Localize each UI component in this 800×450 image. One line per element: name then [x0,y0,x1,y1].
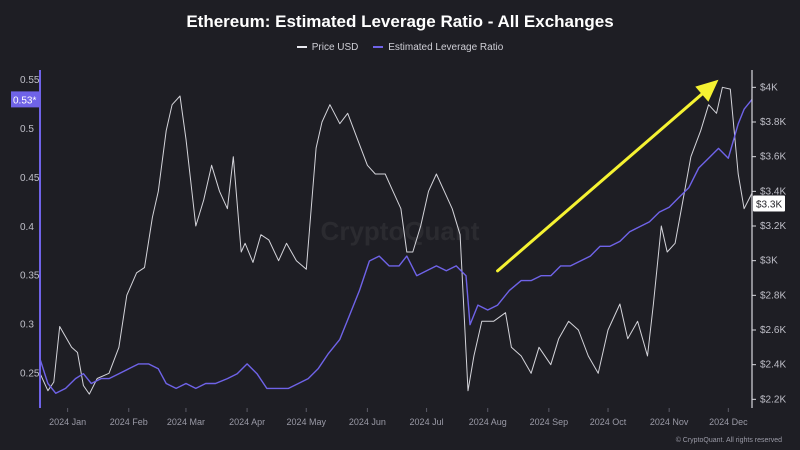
watermark: CryptoQuant [321,216,480,246]
right-tick-label: $2.6K [760,325,786,336]
left-y-axis: 0.25 0.3 0.35 0.4 0.45 0.5 0.55 0.53* [11,70,41,408]
right-tick-label: $3.8K [760,117,786,128]
legend-swatch-elr [373,46,384,48]
right-tick-label: $4K [760,82,778,93]
series-line-price [39,86,753,395]
right-tick-label: $3.2K [760,221,786,232]
x-tick-label: 2024 Mar [167,417,205,427]
annotations [496,79,719,273]
x-tick-label: 2024 Dec [709,417,748,427]
x-tick-label: 2024 Apr [229,417,265,427]
x-tick-label: 2024 Sep [530,417,569,427]
x-tick-label: 2024 Feb [110,417,148,427]
x-axis: 2024 Jan 2024 Feb 2024 Mar 2024 Apr 2024 May… [49,408,748,427]
series-line-elr [39,98,753,394]
right-tick-label: $2.2K [760,394,786,405]
x-tick-label: 2024 Oct [590,417,627,427]
legend-item-price[interactable]: Price USD [296,41,359,53]
x-tick-label: 2024 Jun [349,417,386,427]
x-tick-label: 2024 Jul [410,417,444,427]
right-tick-label: $3.4K [760,186,786,197]
right-tick-label: $2.8K [760,290,786,301]
left-tick-label: 0.45 [20,173,40,184]
right-value-badge-text: $3.3K [756,199,782,210]
right-tick-label: $2.4K [760,360,786,371]
left-value-badge [11,91,40,108]
left-tick-label: 0.25 [20,369,40,380]
legend-label-price: Price USD [311,41,359,53]
left-value-badge-text: 0.53* [13,95,36,106]
x-tick-label: 2024 Aug [469,417,507,427]
left-tick-label: 0.4 [20,222,34,233]
x-tick-label: 2024 May [286,417,326,427]
left-tick-label: 0.55 [20,75,40,86]
x-tick-label: 2024 Jan [49,417,86,427]
copyright: © CryptoQuant. All rights reserved [675,437,782,444]
legend-label-elr: Estimated Leverage Ratio [388,41,504,53]
left-tick-label: 0.35 [20,271,40,282]
right-tick-label: $3K [760,256,778,267]
chart-title: Ethereum: Estimated Leverage Ratio - All… [186,12,614,31]
right-value-badge [753,195,785,212]
legend-swatch-price [296,46,307,48]
x-tick-label: 2024 Nov [650,417,689,427]
legend-item-elr[interactable]: Estimated Leverage Ratio [373,42,503,53]
trend-arrow-head [695,79,719,102]
right-y-axis: $2.2K $2.4K $2.6K $2.8K $3K $3.2K $3.4K $3.6K $3… [751,70,786,408]
left-tick-label: 0.5 [20,124,34,135]
trend-arrow-shaft [496,92,704,273]
left-tick-label: 0.3 [20,320,34,331]
plot-lines [39,86,753,395]
legend: Price USD Estimated Leverage Ratio [0,40,800,53]
right-tick-label: $3.6K [760,152,786,163]
